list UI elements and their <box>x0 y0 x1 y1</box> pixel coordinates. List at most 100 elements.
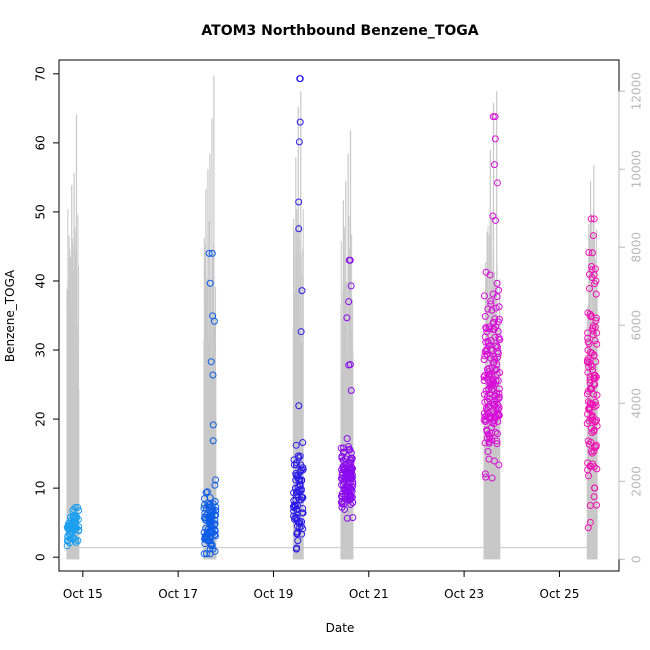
data-point <box>207 519 215 527</box>
data-point <box>585 417 593 425</box>
data-point <box>587 215 595 223</box>
data-point <box>347 456 355 464</box>
data-point <box>209 437 217 445</box>
data-point <box>208 249 216 257</box>
data-point <box>290 512 298 520</box>
data-point <box>495 393 503 401</box>
data-point <box>585 248 593 256</box>
data-point <box>481 312 489 320</box>
data-point <box>584 346 592 354</box>
data-point <box>587 313 595 321</box>
data-point <box>487 297 495 305</box>
data-point <box>211 481 219 489</box>
data-point <box>492 403 500 411</box>
data-point <box>493 440 501 448</box>
data-point <box>341 492 349 500</box>
data-point <box>292 545 300 553</box>
data-point <box>292 488 300 496</box>
data-point <box>588 263 596 271</box>
data-point <box>71 536 79 544</box>
data-point <box>590 215 598 223</box>
data-point <box>290 461 298 469</box>
data-point <box>586 310 594 318</box>
x-tick-label: Oct 19 <box>254 587 294 601</box>
data-point <box>593 465 601 473</box>
data-point <box>296 452 304 460</box>
data-point <box>339 456 347 464</box>
data-point <box>492 304 500 312</box>
data-point <box>494 377 502 385</box>
data-point <box>493 279 501 287</box>
data-point <box>70 522 78 530</box>
data-point <box>483 347 491 355</box>
y-tick-label: 70 <box>34 66 48 81</box>
data-point <box>481 470 489 478</box>
y-tick-label: 10 <box>34 480 48 495</box>
data-point <box>296 477 304 485</box>
chart-title: ATOM3 Northbound Benzene_TOGA <box>201 23 478 39</box>
y2-tick-label: 8000 <box>630 232 644 263</box>
data-point <box>491 315 499 323</box>
data-point <box>485 395 493 403</box>
x-tick-label: Oct 21 <box>349 587 389 601</box>
data-point <box>593 391 601 399</box>
data-point <box>207 503 215 511</box>
data-point <box>494 418 502 426</box>
data-point <box>592 277 600 285</box>
y-tick-label: 0 <box>34 553 48 561</box>
data-point <box>348 465 356 473</box>
data-point <box>296 75 304 83</box>
data-point <box>487 300 495 308</box>
data-point <box>482 473 490 481</box>
data-point <box>489 319 497 327</box>
data-point <box>345 488 353 496</box>
data-point <box>72 538 80 546</box>
data-point <box>66 514 74 522</box>
data-point <box>294 528 302 536</box>
data-point <box>295 198 303 206</box>
data-point <box>591 265 599 273</box>
data-point <box>340 448 348 456</box>
data-point <box>344 477 352 485</box>
data-point <box>592 317 600 325</box>
data-point <box>344 480 352 488</box>
data-point <box>591 381 599 389</box>
data-point <box>489 113 497 121</box>
data-point <box>343 314 351 322</box>
data-point <box>588 401 596 409</box>
data-point <box>296 118 304 126</box>
data-point <box>209 421 217 429</box>
y2-tick-label: 2000 <box>630 466 644 497</box>
data-point <box>339 464 347 472</box>
data-point <box>482 416 490 424</box>
data-point <box>486 370 494 378</box>
data-point <box>205 249 213 257</box>
data-point <box>345 468 353 476</box>
x-axis: Oct 15 Oct 17 Oct 19 Oct 21 Oct 23 Oct 25 <box>63 570 579 601</box>
y-tick-label: 60 <box>34 135 48 150</box>
data-point <box>298 466 306 474</box>
data-point <box>589 330 597 338</box>
data-point <box>298 509 306 517</box>
data-point <box>494 353 502 361</box>
data-point <box>584 334 592 342</box>
data-point <box>206 279 214 287</box>
data-point <box>295 225 303 233</box>
data-point <box>71 517 79 525</box>
data-point <box>584 355 592 363</box>
data-point <box>495 411 503 419</box>
data-point <box>590 493 598 501</box>
y2-tick-label: 4000 <box>630 388 644 419</box>
data-point <box>209 371 217 379</box>
data-point <box>584 368 592 376</box>
data-point <box>493 179 501 187</box>
data-point <box>492 365 500 373</box>
data-point <box>486 271 494 279</box>
data-point <box>491 333 499 341</box>
data-point <box>345 361 353 369</box>
data-point <box>495 389 503 397</box>
data-point <box>480 292 488 300</box>
data-point <box>589 366 597 374</box>
data-point <box>587 447 595 455</box>
data-point <box>491 113 499 121</box>
